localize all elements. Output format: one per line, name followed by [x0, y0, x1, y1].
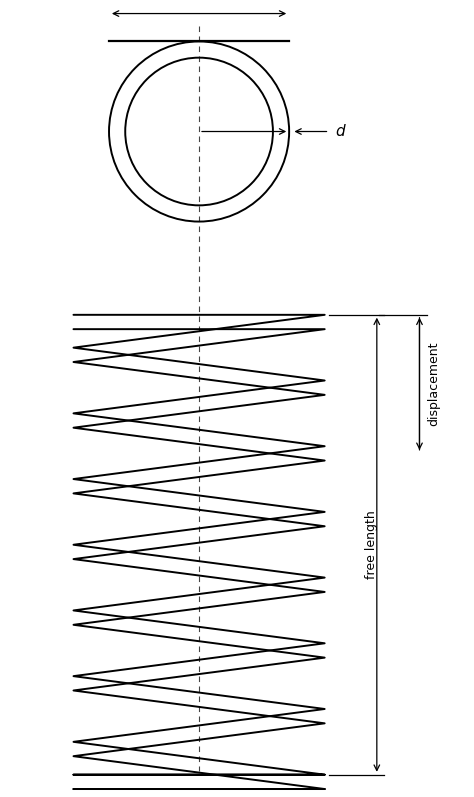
- Text: displacement: displacement: [427, 342, 440, 426]
- Text: D: D: [193, 0, 205, 3]
- Text: free length: free length: [365, 510, 378, 579]
- Text: d: d: [336, 124, 345, 139]
